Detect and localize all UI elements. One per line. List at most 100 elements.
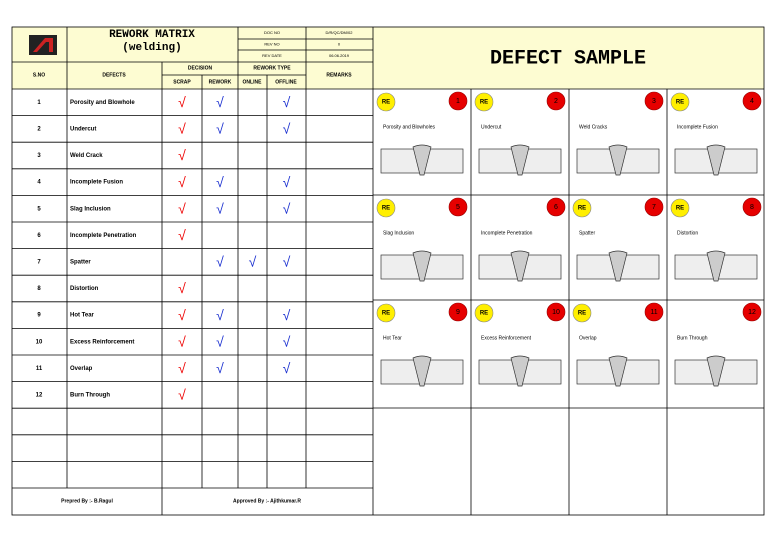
caption: Undercut <box>481 124 502 130</box>
defect: Overlap <box>70 366 93 372</box>
number-badge <box>546 91 566 111</box>
weld <box>706 250 726 282</box>
number-badge <box>546 197 566 217</box>
badge <box>572 303 592 323</box>
check: √ <box>283 360 291 376</box>
sno: 8 <box>37 286 41 292</box>
check: √ <box>283 200 291 216</box>
check: √ <box>283 254 291 270</box>
number: 6 <box>554 204 558 211</box>
col-head: DEFECTS <box>102 72 126 78</box>
number: 5 <box>456 204 460 211</box>
number: 12 <box>748 309 756 316</box>
badge <box>376 92 396 112</box>
number: 10 <box>552 309 560 316</box>
defect: Spatter <box>70 259 91 265</box>
prepared-by: Prepred By :- B.Ragul <box>61 498 113 504</box>
check: √ <box>216 307 224 323</box>
col-head: REWORK TYPE <box>253 65 291 71</box>
title: (welding) <box>122 42 181 54</box>
header-bg <box>12 27 764 89</box>
check: √ <box>178 333 186 349</box>
weld <box>510 355 530 387</box>
badge <box>670 198 690 218</box>
weld <box>412 355 432 387</box>
check: √ <box>178 280 186 296</box>
weld <box>412 250 432 282</box>
weld <box>706 355 726 387</box>
badge <box>376 303 396 323</box>
sno: 10 <box>36 339 43 345</box>
badge-text: RE <box>382 100 390 106</box>
check: √ <box>216 200 224 216</box>
sample-title: DEFECT SAMPLE <box>490 47 646 70</box>
sno: 5 <box>37 206 41 212</box>
caption: Spatter <box>579 230 595 236</box>
number: 7 <box>652 204 656 211</box>
check: √ <box>178 147 186 163</box>
check: √ <box>178 360 186 376</box>
number: 2 <box>554 98 558 105</box>
badge-text: RE <box>382 311 390 317</box>
col-head: ONLINE <box>243 79 263 85</box>
number-badge <box>742 197 762 217</box>
weld <box>510 144 530 176</box>
col-head: DECISION <box>188 65 213 71</box>
approved-by: Approved By :- Ajithkumar.R <box>233 498 301 504</box>
badge-text: RE <box>578 206 586 212</box>
col-head: OFFLINE <box>275 79 297 85</box>
defect: Burn Through <box>70 392 110 398</box>
badge <box>474 92 494 112</box>
badge-text: RE <box>676 100 684 106</box>
number-badge <box>644 302 664 322</box>
defect: Undercut <box>70 126 96 132</box>
number-badge <box>742 302 762 322</box>
defect: Distortion <box>70 286 99 292</box>
badge-text: RE <box>676 206 684 212</box>
caption: Slag Inclusion <box>383 230 414 236</box>
number-badge <box>448 91 468 111</box>
defect: Slag Inclusion <box>70 206 111 212</box>
caption: Overlap <box>579 335 597 341</box>
badge <box>572 198 592 218</box>
check: √ <box>283 333 291 349</box>
check: √ <box>178 200 186 216</box>
weld <box>608 250 628 282</box>
caption: Incomplete Fusion <box>677 124 718 130</box>
badge-text: RE <box>480 100 488 106</box>
weld <box>608 355 628 387</box>
sno: 4 <box>37 180 41 186</box>
sno: 7 <box>37 259 41 265</box>
number: 3 <box>652 98 656 105</box>
badge <box>474 303 494 323</box>
weld <box>412 144 432 176</box>
col-head: REMARKS <box>326 72 352 78</box>
badge-text: RE <box>480 311 488 317</box>
sno: 12 <box>36 392 43 398</box>
number: 11 <box>650 309 657 316</box>
check: √ <box>178 94 186 110</box>
caption: Porosity and Blowholes <box>383 124 435 130</box>
doc-value: 06.06.2019 <box>329 53 350 58</box>
sno: 9 <box>37 313 41 319</box>
check: √ <box>216 94 224 110</box>
number-badge <box>742 91 762 111</box>
badge <box>376 198 396 218</box>
defect: Excess Reinforcement <box>70 339 134 345</box>
caption: Distortion <box>677 230 698 236</box>
logo <box>29 35 57 55</box>
sno: 2 <box>37 126 41 132</box>
check: √ <box>283 94 291 110</box>
number: 1 <box>456 98 460 105</box>
badge-text: RE <box>578 311 586 317</box>
number-badge <box>448 302 468 322</box>
frame <box>11 26 765 516</box>
check: √ <box>178 227 186 243</box>
number-badge <box>644 91 664 111</box>
sno: 3 <box>37 153 41 159</box>
weld <box>608 144 628 176</box>
caption: Hot Tear <box>383 335 402 341</box>
sno: 11 <box>36 366 43 372</box>
check: √ <box>283 174 291 190</box>
